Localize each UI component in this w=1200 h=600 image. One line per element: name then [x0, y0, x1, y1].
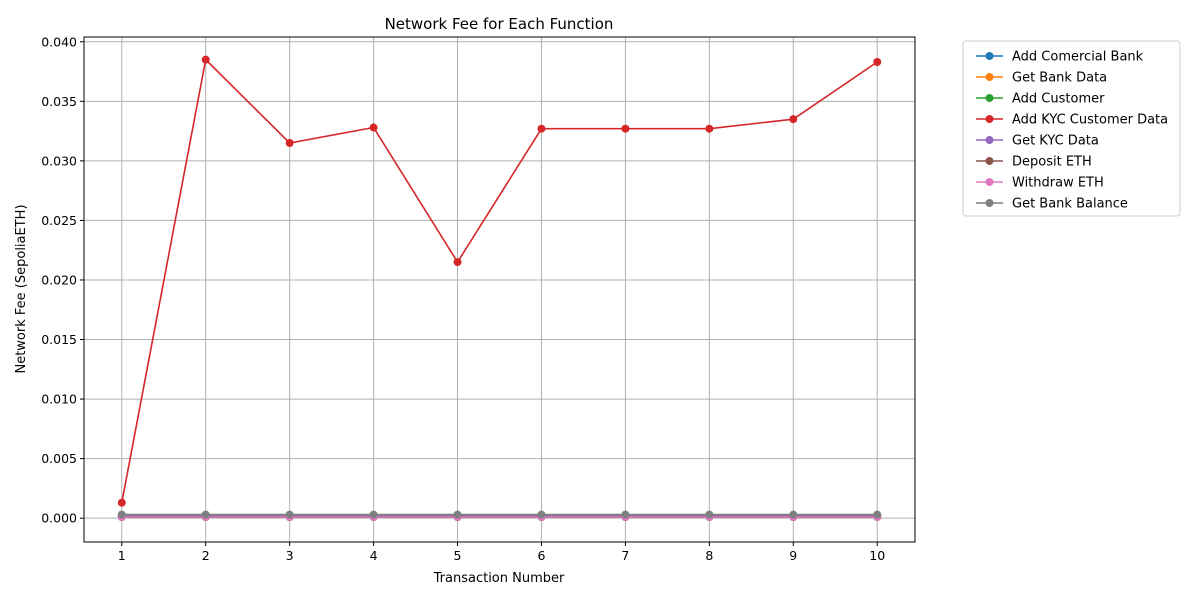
- x-tick-label: 10: [869, 548, 885, 563]
- legend-items: Add Comercial Bank Get Bank Data Add Custo…: [976, 50, 1168, 212]
- y-axis: 0.000 0.005 0.010 0.015 0.020 0.025 0.030 0.035…: [41, 34, 84, 526]
- x-tick-label: 4: [370, 548, 378, 563]
- legend-item: Withdraw ETH: [976, 176, 1104, 191]
- data-point: [705, 510, 714, 519]
- x-tick-label: 1: [118, 548, 126, 563]
- data-point: [873, 510, 882, 519]
- x-tick-label: 5: [454, 548, 462, 563]
- plot-frame: [83, 36, 916, 543]
- data-point: [369, 123, 378, 132]
- data-point: [117, 498, 126, 507]
- x-axis-title: Transaction Number: [433, 571, 565, 586]
- data-point: [285, 139, 294, 148]
- legend-label: Add KYC Customer Data: [1012, 113, 1168, 128]
- data-point: [369, 510, 378, 519]
- data-point: [705, 124, 714, 133]
- legend-swatch-marker: [985, 136, 994, 144]
- data-point: [537, 510, 546, 519]
- legend-swatch-marker: [985, 157, 994, 165]
- x-tick-label: 6: [537, 548, 545, 563]
- legend-swatch-marker: [985, 73, 994, 81]
- legend-swatch-marker: [985, 52, 994, 60]
- data-point: [789, 115, 798, 124]
- legend-item: Add KYC Customer Data: [976, 113, 1168, 128]
- x-tick-label: 8: [705, 548, 713, 563]
- y-tick-label: 0.005: [41, 451, 77, 466]
- x-tick-label: 2: [202, 548, 210, 563]
- legend-item: Get Bank Balance: [976, 197, 1128, 212]
- y-tick-label: 0.000: [41, 511, 77, 526]
- chart-title: Network Fee for Each Function: [385, 15, 614, 33]
- data-point: [453, 510, 462, 519]
- data-point: [201, 510, 210, 519]
- y-tick-label: 0.015: [41, 332, 77, 347]
- y-tick-label: 0.040: [41, 34, 77, 49]
- legend-label: Deposit ETH: [1012, 155, 1092, 170]
- y-tick-label: 0.030: [41, 153, 77, 168]
- y-tick-label: 0.035: [41, 94, 77, 109]
- data-point: [873, 58, 882, 67]
- legend-label: Add Comercial Bank: [1012, 50, 1144, 65]
- legend-swatch-marker: [985, 199, 994, 207]
- data-point: [537, 124, 546, 133]
- legend-swatch-marker: [985, 178, 994, 186]
- y-tick-label: 0.010: [41, 392, 77, 407]
- legend-label: Get Bank Balance: [1012, 197, 1128, 212]
- legend-item: Get Bank Data: [976, 71, 1107, 86]
- legend-swatch-marker: [985, 115, 994, 123]
- series-layer: [117, 55, 882, 521]
- x-axis: 1 2 3 4 5 6 7 8 9 10: [118, 542, 885, 563]
- x-tick-label: 3: [286, 548, 294, 563]
- series-3: [117, 55, 882, 507]
- data-point: [117, 510, 126, 519]
- data-point: [789, 510, 798, 519]
- y-axis-title: Network Fee (SepoliaETH): [14, 204, 29, 373]
- legend-label: Add Customer: [1012, 92, 1105, 107]
- y-tick-label: 0.020: [41, 272, 77, 287]
- data-point: [453, 258, 462, 267]
- data-point: [285, 510, 294, 519]
- data-point: [621, 510, 630, 519]
- legend-label: Get KYC Data: [1012, 134, 1099, 149]
- data-point: [201, 55, 210, 64]
- series-line: [120, 58, 878, 503]
- legend-swatch-marker: [985, 94, 994, 102]
- legend-item: Get KYC Data: [976, 134, 1099, 149]
- data-point: [621, 124, 630, 133]
- series-7: [117, 510, 882, 519]
- legend-item: Add Comercial Bank: [976, 50, 1144, 65]
- legend-label: Withdraw ETH: [1012, 176, 1104, 191]
- legend-box: [962, 40, 1181, 217]
- y-tick-label: 0.025: [41, 213, 77, 228]
- legend-item: Deposit ETH: [976, 155, 1092, 170]
- legend-label: Get Bank Data: [1012, 71, 1107, 86]
- x-tick-label: 7: [621, 548, 629, 563]
- legend: Add Comercial Bank Get Bank Data Add Custo…: [962, 40, 1181, 217]
- x-tick-label: 9: [789, 548, 797, 563]
- legend-item: Add Customer: [976, 92, 1105, 107]
